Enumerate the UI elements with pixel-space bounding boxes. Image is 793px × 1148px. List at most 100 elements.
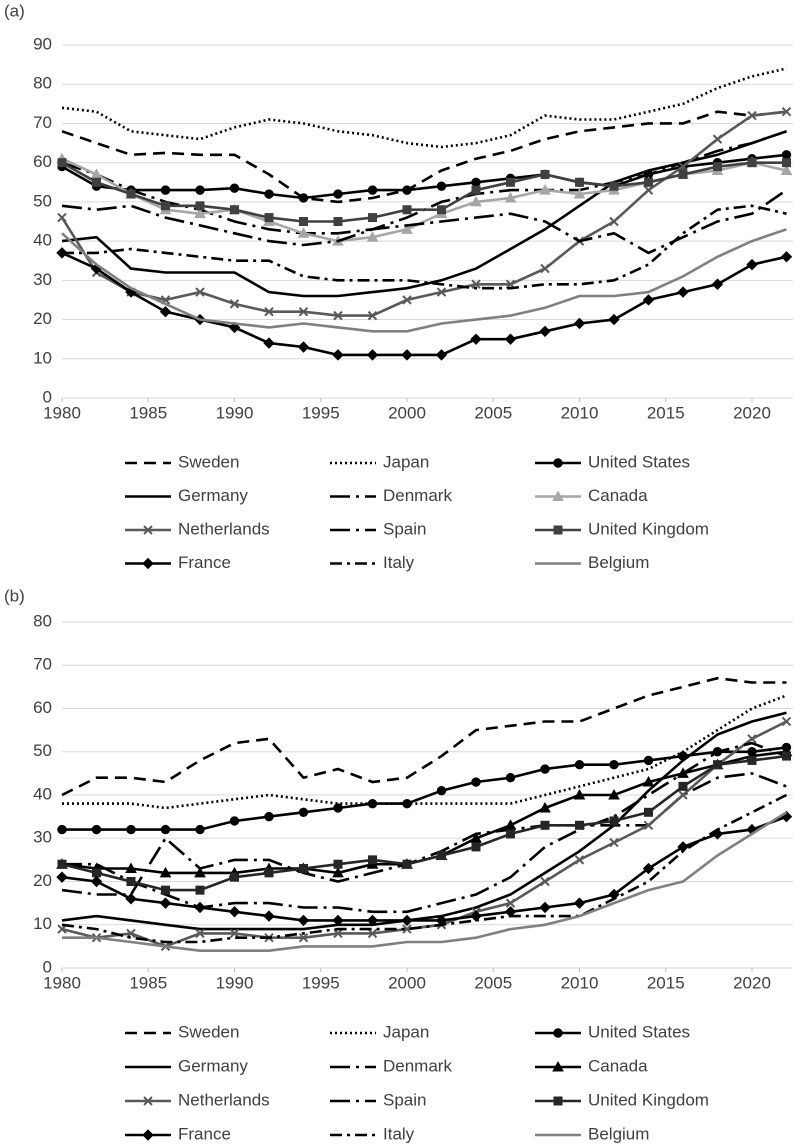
- marker: [366, 914, 379, 927]
- legend-label: Sweden: [178, 452, 239, 471]
- marker: [574, 855, 585, 865]
- marker: [780, 164, 793, 176]
- marker: [678, 161, 688, 172]
- marker: [142, 557, 154, 570]
- marker: [609, 216, 619, 227]
- series-line: [61, 711, 787, 931]
- legend-label: Germany: [178, 486, 248, 505]
- marker: [159, 897, 172, 909]
- marker: [713, 760, 722, 770]
- marker: [194, 207, 206, 219]
- marker: [297, 341, 310, 353]
- marker: [57, 158, 67, 168]
- marker: [57, 859, 67, 869]
- marker: [126, 189, 136, 199]
- marker: [506, 177, 515, 187]
- marker: [575, 177, 584, 187]
- marker: [264, 213, 274, 223]
- marker: [195, 185, 205, 195]
- x-tick-label: 2020: [733, 403, 771, 422]
- series-line: [61, 720, 788, 948]
- marker: [230, 872, 239, 882]
- marker: [264, 189, 274, 199]
- marker: [368, 213, 377, 223]
- x-tick-label: 1990: [216, 973, 254, 992]
- marker: [195, 928, 205, 939]
- marker: [609, 760, 619, 770]
- marker: [552, 1060, 564, 1072]
- legend-label: United Kingdom: [588, 519, 709, 538]
- marker: [402, 924, 412, 934]
- series-line: [62, 204, 787, 290]
- marker: [333, 859, 343, 869]
- series-line: [61, 754, 787, 892]
- x-tick-label: 2005: [474, 403, 512, 422]
- series-line: [62, 741, 787, 914]
- x-tick-label: 1985: [129, 973, 167, 992]
- marker: [333, 803, 343, 813]
- marker: [436, 181, 447, 191]
- series-line: [61, 110, 787, 204]
- marker: [56, 871, 68, 883]
- marker: [332, 349, 344, 361]
- marker: [366, 349, 379, 361]
- series-line: [61, 130, 787, 298]
- legend-label: Spain: [383, 519, 426, 538]
- legend-label: Japan: [383, 452, 429, 471]
- marker: [553, 525, 563, 535]
- legend-label: Belgium: [588, 553, 649, 572]
- marker: [195, 885, 205, 895]
- x-tick-label: 1980: [43, 403, 81, 422]
- legend-label: Japan: [383, 1022, 429, 1041]
- y-tick-label: 20: [33, 309, 52, 328]
- marker: [643, 755, 654, 766]
- marker: [471, 279, 481, 289]
- marker: [608, 313, 620, 326]
- x-tick-label: 1995: [302, 403, 340, 422]
- marker: [643, 820, 654, 830]
- marker: [540, 876, 550, 887]
- series-line: [61, 153, 787, 200]
- marker: [552, 490, 564, 501]
- legend-label: Belgium: [588, 1124, 649, 1143]
- marker: [229, 183, 240, 193]
- marker: [263, 910, 275, 922]
- x-tick-label: 1985: [129, 403, 167, 422]
- panel: (b) 0 10 20 30 40 50 60 70 80 1980 1985 1990 1995 2000…: [4, 586, 793, 1143]
- y-tick-label: 40: [33, 231, 52, 250]
- marker: [553, 458, 563, 468]
- marker: [332, 866, 344, 878]
- marker: [229, 928, 240, 939]
- marker: [644, 807, 653, 817]
- marker: [540, 820, 550, 830]
- y-tick-label: 60: [33, 152, 52, 171]
- x-tick-label: 2010: [561, 403, 599, 422]
- legend-label: United Kingdom: [588, 1090, 709, 1109]
- marker: [126, 824, 136, 835]
- marker: [781, 716, 792, 727]
- y-tick-label: 30: [33, 828, 52, 847]
- y-tick-label: 90: [33, 34, 52, 53]
- legend-label: Italy: [383, 1124, 415, 1143]
- marker: [333, 189, 343, 199]
- panel-label: (b): [4, 586, 25, 605]
- marker: [57, 824, 67, 835]
- x-tick-label: 2000: [388, 403, 426, 422]
- marker: [143, 525, 153, 535]
- marker: [297, 914, 310, 927]
- x-tick-label: 2000: [388, 973, 426, 992]
- marker: [299, 864, 308, 874]
- marker: [573, 897, 586, 909]
- legend-label: United States: [588, 452, 690, 471]
- marker: [125, 862, 137, 874]
- marker: [746, 258, 758, 271]
- x-tick-label: 2005: [474, 973, 512, 992]
- marker: [470, 910, 482, 922]
- marker: [505, 773, 516, 783]
- marker: [471, 177, 481, 187]
- y-tick-label: 80: [33, 74, 52, 93]
- marker: [470, 333, 482, 345]
- marker: [298, 807, 309, 817]
- marker: [332, 914, 344, 927]
- marker: [125, 893, 137, 905]
